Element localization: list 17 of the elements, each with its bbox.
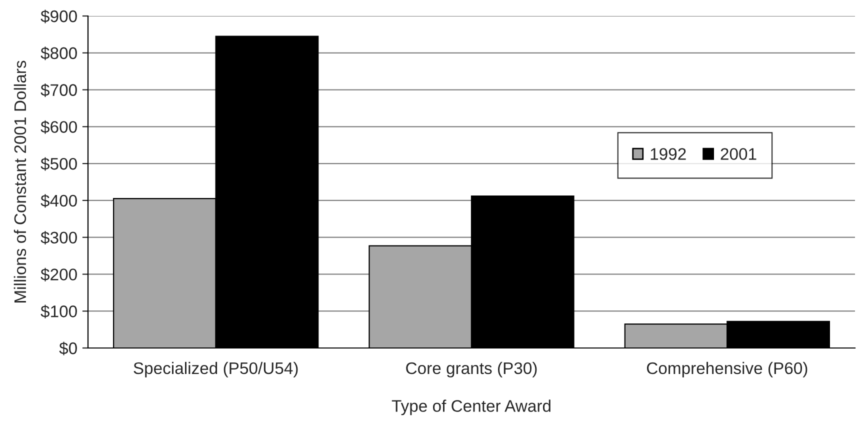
y-axis-title: Millions of Constant 2001 Dollars [14, 60, 26, 302]
x-tick-label: Comprehensive (P60) [646, 362, 808, 378]
y-tick-label: $600 [40, 120, 77, 134]
x-tick-label: Core grants (P30) [406, 362, 537, 378]
y-tick-label: $700 [40, 83, 77, 97]
y-tick-label: $300 [40, 231, 77, 245]
x-axis-title: Type of Center Award [392, 400, 550, 416]
x-tick-label: Specialized (P50/U54) [134, 362, 298, 378]
y-tick-label: $800 [40, 46, 77, 60]
y-tick-label: $500 [40, 157, 77, 171]
y-tick-label: $400 [40, 194, 77, 208]
legend-label: 2001 [720, 148, 756, 160]
y-tick-label: $100 [40, 304, 77, 318]
legend-label: 1992 [650, 148, 686, 160]
y-tick-label: $900 [40, 10, 77, 24]
y-tick-label: $0 [59, 342, 77, 356]
y-tick-label: $200 [40, 268, 77, 282]
